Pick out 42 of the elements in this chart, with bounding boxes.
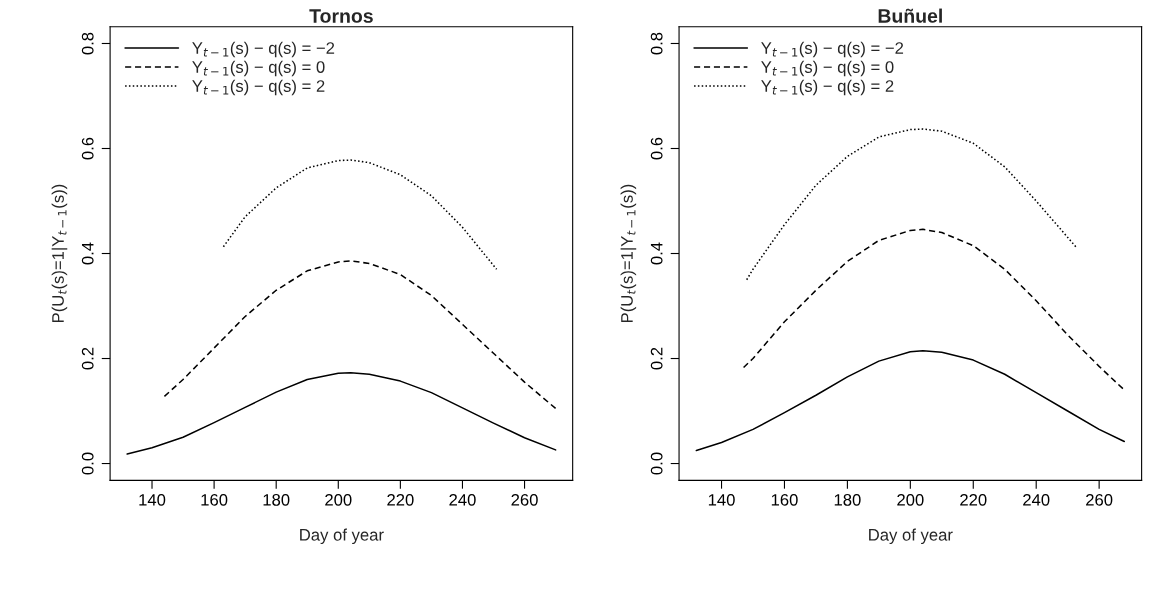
y-tick-label: 0.8 <box>650 32 663 55</box>
line-series <box>695 349 1126 452</box>
y-tick-label: 0.2 <box>81 347 94 370</box>
line-series <box>163 260 557 410</box>
line-series <box>222 159 498 271</box>
x-tick-label: 160 <box>201 493 228 506</box>
x-tick-label: 240 <box>1023 493 1050 506</box>
legend-label: Y$_{t−1}$(s) − q(s) = 0 <box>761 60 894 77</box>
x-tick-label: 140 <box>708 493 735 506</box>
legend-label: Y$_{t−1}$(s) − q(s) = 0 <box>192 60 325 77</box>
x-tick-label: 220 <box>960 493 987 506</box>
y-tick-label: 0.2 <box>650 347 663 370</box>
y-tick-label: 0.6 <box>81 137 94 160</box>
x-tick-label: 200 <box>897 493 924 506</box>
x-tick-label: 220 <box>387 493 414 506</box>
x-tick-label: 160 <box>771 493 798 506</box>
chart-title: Buñuel <box>878 8 942 23</box>
line-series <box>126 371 557 455</box>
x-tick-label: 180 <box>263 493 290 506</box>
y-axis-title: P(U$_{t}$(s)=1|Y$_{t−1}$(s)) <box>51 184 68 323</box>
x-tick-label: 200 <box>325 493 352 506</box>
x-tick-label: 140 <box>139 493 166 506</box>
legend-label: Y$_{t−1}$(s) − q(s) = 2 <box>192 79 325 96</box>
legend-label: Y$_{t−1}$(s) − q(s) = −2 <box>192 41 335 58</box>
y-tick-label: 0.4 <box>81 242 94 265</box>
legend-label: Y$_{t−1}$(s) − q(s) = 2 <box>761 79 894 96</box>
line-series <box>745 128 1078 281</box>
legend-label: Y$_{t−1}$(s) − q(s) = −2 <box>761 41 904 58</box>
x-axis-title: Day of year <box>869 528 953 545</box>
y-tick-label: 0.4 <box>650 242 663 265</box>
y-tick-label: 0.8 <box>81 32 94 55</box>
line-series <box>742 228 1126 391</box>
x-tick-label: 180 <box>834 493 861 506</box>
y-tick-label: 0.6 <box>650 137 663 160</box>
y-axis-title: P(U$_{t}$(s)=1|Y$_{t−1}$(s)) <box>620 184 637 323</box>
x-axis-title: Day of year <box>300 528 384 545</box>
x-tick-label: 240 <box>449 493 476 506</box>
x-tick-label: 260 <box>1086 493 1113 506</box>
x-tick-label: 260 <box>511 493 538 506</box>
chart-title: Tornos <box>309 9 373 23</box>
y-tick-label: 0.0 <box>650 452 663 475</box>
y-tick-label: 0.0 <box>81 452 94 475</box>
